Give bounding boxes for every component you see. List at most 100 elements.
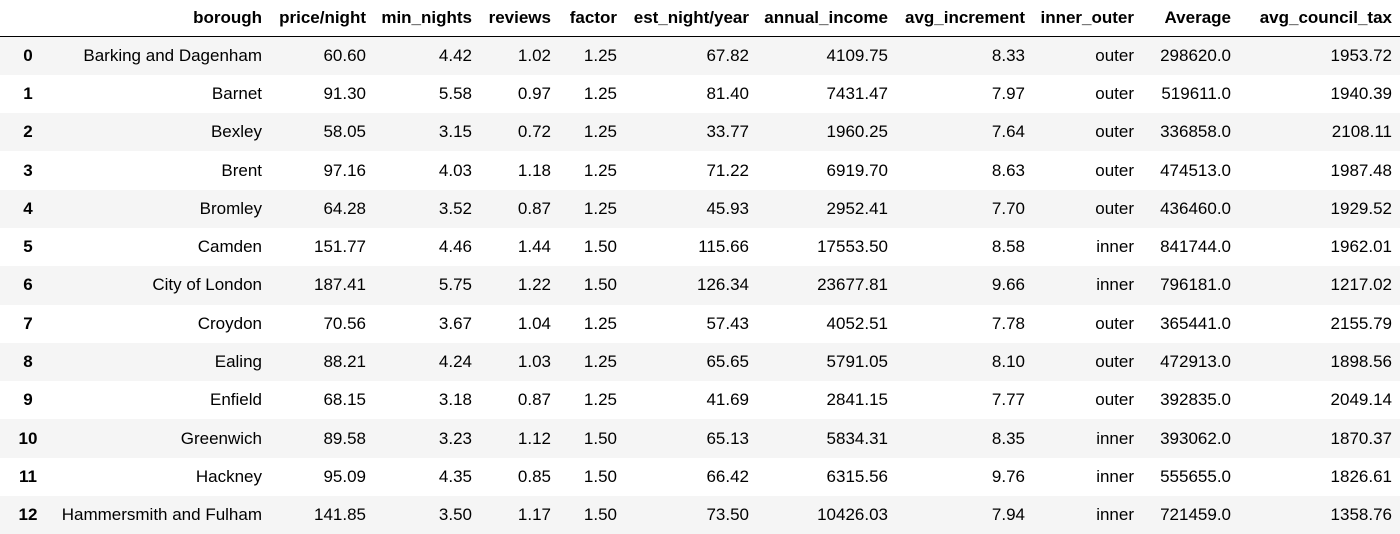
table-cell: 0.85 bbox=[517, 466, 551, 486]
table-cell: 1.50 bbox=[583, 466, 617, 486]
table-cell: 721459.0 bbox=[1160, 505, 1231, 525]
table-cell: 7.77 bbox=[991, 390, 1025, 410]
table-cell: Enfield bbox=[210, 390, 262, 410]
table-cell: 97.16 bbox=[323, 160, 366, 180]
table-cell: Bexley bbox=[210, 122, 262, 142]
table-cell: 8.58 bbox=[991, 237, 1025, 257]
table-cell: 7.70 bbox=[991, 198, 1025, 218]
table-cell: 2952.41 bbox=[826, 198, 888, 218]
table-cell: 6315.56 bbox=[826, 466, 888, 486]
row-index: 4 bbox=[23, 198, 33, 218]
table-cell: 91.30 bbox=[323, 83, 366, 103]
row-index: 8 bbox=[23, 352, 33, 372]
table-cell: outer bbox=[1095, 160, 1134, 180]
table-row: 10 Greenwich 89.58 3.23 1.12 1.50 65.13 5834.31… bbox=[0, 419, 1400, 458]
row-index: 3 bbox=[23, 160, 33, 180]
table-cell: Greenwich bbox=[180, 428, 262, 448]
table-cell: 8.63 bbox=[991, 160, 1025, 180]
column-header: avg_increment bbox=[896, 0, 1033, 37]
row-index: 7 bbox=[23, 313, 33, 333]
table-cell: 4.24 bbox=[438, 352, 472, 372]
table-row: 7 Croydon 70.56 3.67 1.04 1.25 57.43 4052.51 7.7… bbox=[0, 305, 1400, 343]
table-cell: outer bbox=[1095, 198, 1134, 218]
table-cell: 10426.03 bbox=[817, 505, 888, 525]
table-row: 8 Ealing 88.21 4.24 1.03 1.25 65.65 5791.05 8.10… bbox=[0, 342, 1400, 382]
table-cell: 0.97 bbox=[517, 83, 551, 103]
table-row: 11 Hackney 95.09 4.35 0.85 1.50 66.42 6315.56 9.… bbox=[0, 458, 1400, 496]
table-cell: 1940.39 bbox=[1330, 83, 1392, 103]
table-cell: 5.75 bbox=[438, 275, 472, 295]
table-row: 9 Enfield 68.15 3.18 0.87 1.25 41.69 2841.15 7.7… bbox=[0, 381, 1400, 419]
table-cell: 33.77 bbox=[706, 122, 749, 142]
table-cell: inner bbox=[1096, 428, 1134, 448]
table-cell: 1962.01 bbox=[1330, 237, 1392, 257]
table-cell: 17553.50 bbox=[817, 237, 888, 257]
row-index: 5 bbox=[23, 237, 33, 257]
table-cell: 1217.02 bbox=[1330, 275, 1392, 295]
table-cell: 1.25 bbox=[583, 352, 617, 372]
table-cell: 1.18 bbox=[517, 160, 551, 180]
table-cell: Hackney bbox=[195, 466, 262, 486]
table-cell: 1987.48 bbox=[1330, 160, 1392, 180]
table-cell: 1.50 bbox=[583, 237, 617, 257]
table-cell: 1.25 bbox=[583, 83, 617, 103]
table-cell: 67.82 bbox=[706, 45, 749, 65]
table-cell: 519611.0 bbox=[1161, 83, 1231, 103]
table-cell: outer bbox=[1095, 390, 1134, 410]
row-index: 9 bbox=[23, 390, 33, 410]
table-cell: 1.22 bbox=[517, 275, 551, 295]
table-cell: inner bbox=[1096, 505, 1134, 525]
table-cell: 1.25 bbox=[583, 160, 617, 180]
row-index: 6 bbox=[23, 275, 33, 295]
table-header: borough price/night min_nights reviews facto… bbox=[0, 0, 1400, 37]
table-cell: 1898.56 bbox=[1330, 352, 1392, 372]
table-row: 6 City of London 187.41 5.75 1.22 1.50 126.34 2… bbox=[0, 266, 1400, 305]
table-cell: 3.50 bbox=[438, 505, 472, 525]
table-cell: 472913.0 bbox=[1160, 352, 1231, 372]
column-header: factor bbox=[559, 0, 625, 37]
table-cell: outer bbox=[1095, 352, 1134, 372]
table-cell: 474513.0 bbox=[1160, 160, 1231, 180]
table-cell: outer bbox=[1095, 313, 1134, 333]
table-cell: 1.17 bbox=[517, 505, 551, 525]
header-row: borough price/night min_nights reviews facto… bbox=[0, 0, 1400, 37]
table-cell: 555655.0 bbox=[1160, 466, 1231, 486]
table-cell: 4.46 bbox=[438, 237, 472, 257]
table-cell: 6919.70 bbox=[826, 160, 888, 180]
table-cell: Ealing bbox=[214, 352, 262, 372]
table-cell: 1.44 bbox=[517, 237, 551, 257]
column-header: annual_income bbox=[757, 0, 896, 37]
table-row: 1 Barnet 91.30 5.58 0.97 1.25 81.40 7431.47 7.97… bbox=[0, 75, 1400, 113]
table-cell: 88.21 bbox=[323, 352, 366, 372]
table-cell: 0.87 bbox=[517, 390, 551, 410]
table-cell: 45.93 bbox=[706, 198, 749, 218]
table-cell: 3.15 bbox=[438, 122, 472, 142]
table-cell: 89.58 bbox=[323, 428, 366, 448]
table-cell: 1.12 bbox=[517, 428, 551, 448]
table-body: 0 Barking and Dagenham 60.60 4.42 1.02 1.25 67… bbox=[0, 36, 1400, 534]
table-row: 12 Hammersmith and Fulham 141.85 3.50 1.17 1.… bbox=[0, 496, 1400, 534]
table-row: 5 Camden 151.77 4.46 1.44 1.50 115.66 17553.50 8… bbox=[0, 228, 1400, 266]
table-cell: 151.77 bbox=[314, 237, 366, 257]
table-cell: 2049.14 bbox=[1330, 390, 1392, 410]
table-cell: inner bbox=[1096, 466, 1134, 486]
table-cell: 365441.0 bbox=[1160, 313, 1231, 333]
table-cell: Camden bbox=[197, 237, 262, 257]
row-index: 11 bbox=[19, 466, 37, 486]
table-row: 3 Brent 97.16 4.03 1.18 1.25 71.22 6919.70 8.63 o… bbox=[0, 151, 1400, 189]
table-cell: 58.05 bbox=[323, 122, 366, 142]
table-cell: 95.09 bbox=[323, 466, 366, 486]
table-cell: Hammersmith and Fulham bbox=[61, 505, 262, 525]
table-cell: 4052.51 bbox=[826, 313, 888, 333]
table-cell: Barking and Dagenham bbox=[83, 45, 262, 65]
table-cell: 2155.79 bbox=[1330, 313, 1392, 333]
table-cell: 1.50 bbox=[583, 275, 617, 295]
table-cell: 9.76 bbox=[991, 466, 1025, 486]
table-cell: 1.50 bbox=[583, 428, 617, 448]
row-index: 2 bbox=[23, 122, 33, 142]
table-cell: 60.60 bbox=[323, 45, 366, 65]
table-cell: 7.64 bbox=[991, 122, 1025, 142]
table-cell: Croydon bbox=[197, 313, 262, 333]
column-header: Average bbox=[1142, 0, 1239, 37]
